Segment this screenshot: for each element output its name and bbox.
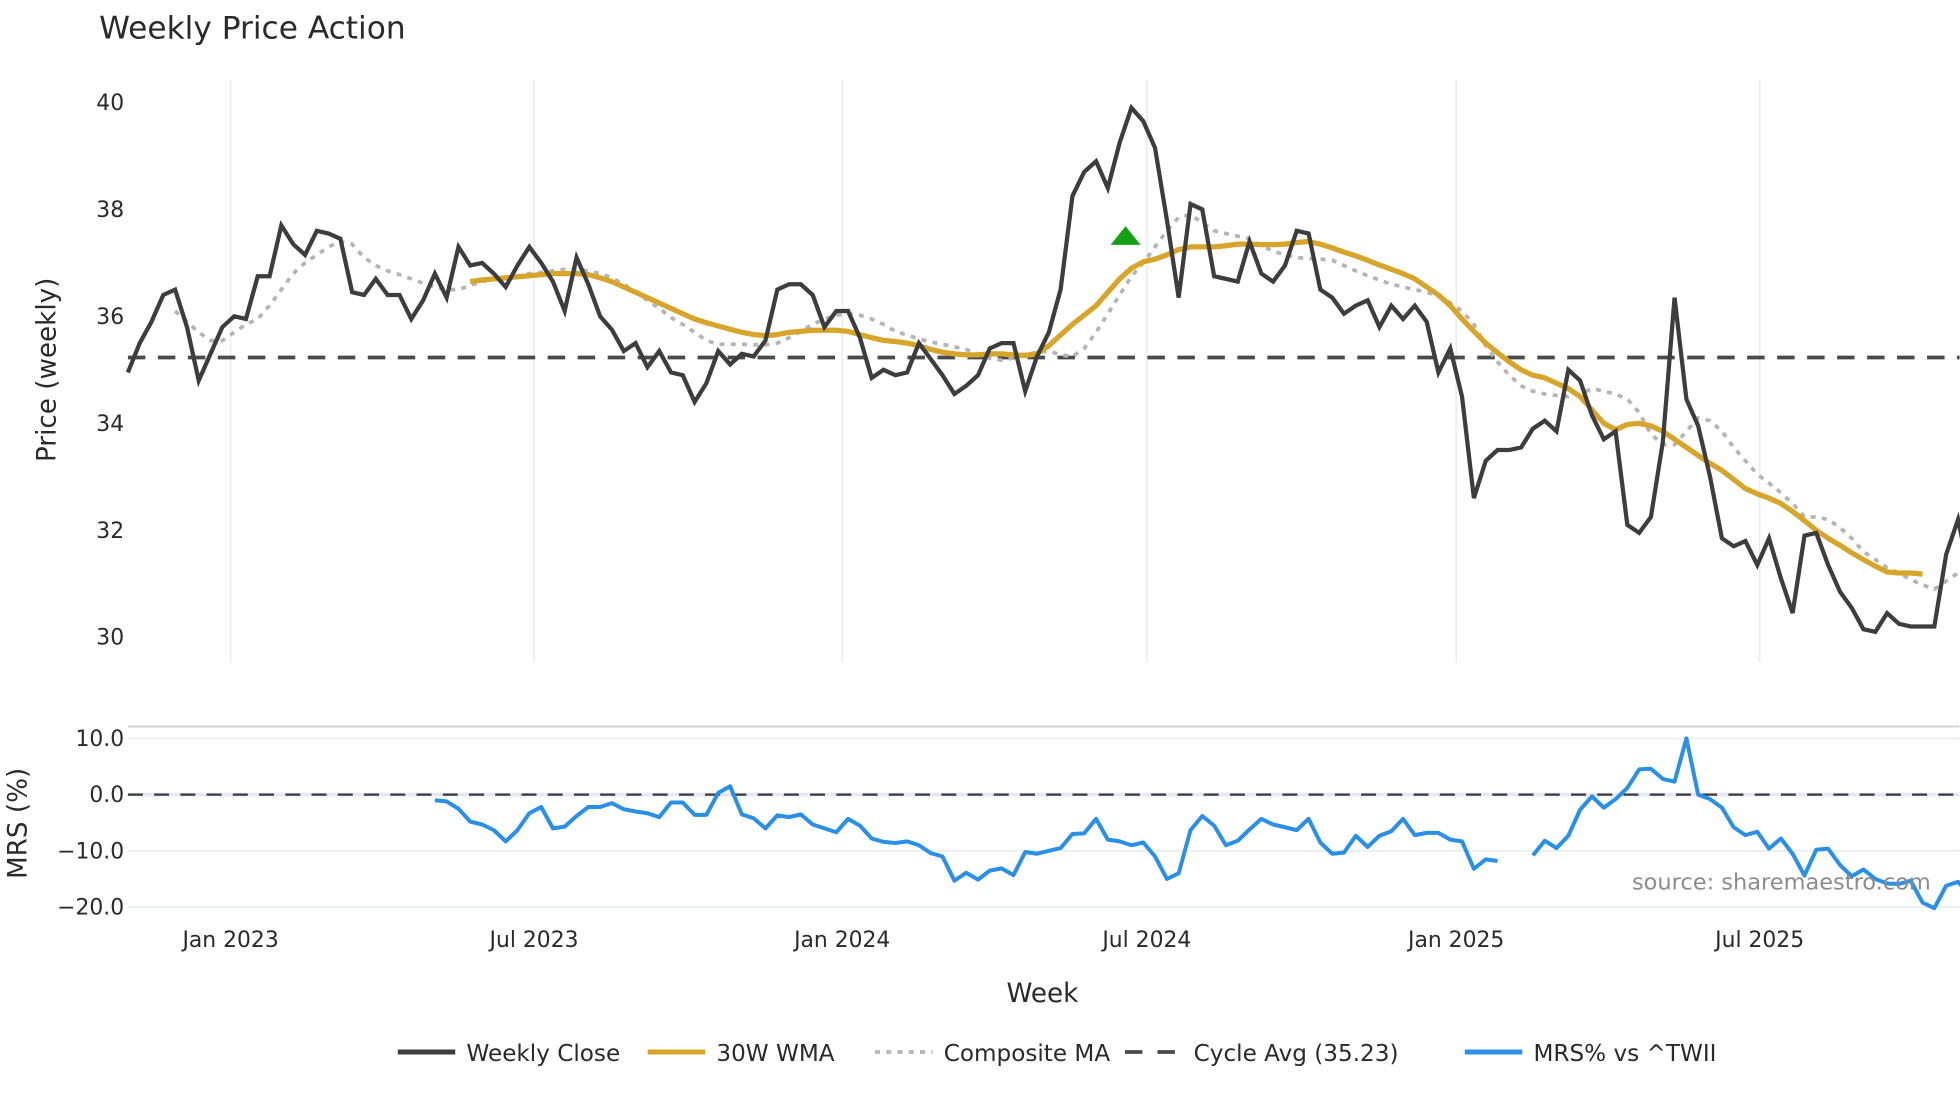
source-watermark: source: sharemaestro.com bbox=[1632, 870, 1931, 896]
chart-title: Weekly Price Action bbox=[99, 11, 405, 47]
legend-item[interactable]: MRS% vs ^TWII bbox=[1464, 1041, 1717, 1067]
x-tick-label: Jul 2024 bbox=[1100, 928, 1191, 953]
x-tick-label: Jan 2023 bbox=[180, 928, 278, 953]
mrs-y-tick-labels: 10.0 0.0 −10.0 −20.0 bbox=[57, 727, 124, 921]
x-tick-label: Jul 2023 bbox=[488, 928, 579, 953]
x-axis-tick-labels: Jan 2023 Jul 2023 Jan 2024 Jul 2024 Jan 2025… bbox=[180, 928, 1804, 953]
wma-30w-line bbox=[469, 238, 1923, 577]
mrs-y-tick: 0.0 bbox=[89, 783, 124, 808]
buy-signal-triangle-icon bbox=[1110, 226, 1141, 245]
price-y-axis-label: Price (weekly) bbox=[32, 278, 62, 462]
price-y-tick: 40 bbox=[96, 91, 124, 116]
price-y-tick: 30 bbox=[96, 626, 124, 651]
legend: Weekly Close 30W WMA Composite MA Cycle Avg… bbox=[397, 1041, 1717, 1067]
x-tick-label: Jul 2025 bbox=[1713, 928, 1804, 953]
price-y-tick: 38 bbox=[96, 198, 124, 223]
mrs-y-tick: −20.0 bbox=[57, 896, 124, 921]
composite-ma-line bbox=[173, 212, 1960, 592]
mrs-line bbox=[434, 736, 1960, 911]
legend-label: MRS% vs ^TWII bbox=[1533, 1041, 1716, 1067]
legend-label: Composite MA bbox=[944, 1041, 1111, 1067]
price-vertical-gridlines bbox=[229, 79, 1761, 663]
x-tick-label: Jan 2025 bbox=[1406, 928, 1504, 953]
legend-label: 30W WMA bbox=[716, 1041, 834, 1067]
mrs-y-tick: −10.0 bbox=[57, 839, 124, 864]
mrs-y-axis-label: MRS (%) bbox=[4, 768, 34, 879]
legend-label: Weekly Close bbox=[466, 1041, 620, 1067]
legend-item[interactable]: Weekly Close bbox=[397, 1041, 620, 1067]
price-y-tick-labels: 40 38 36 34 32 30 bbox=[96, 91, 124, 651]
legend-item[interactable]: Composite MA bbox=[875, 1041, 1110, 1067]
legend-item[interactable]: 30W WMA bbox=[647, 1041, 835, 1067]
x-axis-label: Week bbox=[1007, 979, 1080, 1009]
price-y-tick: 32 bbox=[96, 519, 124, 544]
legend-label: Cycle Avg (35.23) bbox=[1194, 1041, 1399, 1067]
mrs-line-segment bbox=[1531, 736, 1960, 911]
x-tick-label: Jan 2024 bbox=[792, 928, 890, 953]
price-y-tick: 36 bbox=[96, 305, 124, 330]
mrs-y-tick: 10.0 bbox=[75, 727, 124, 752]
weekly-close-line bbox=[125, 103, 1960, 635]
mrs-line-segment bbox=[434, 784, 1498, 883]
legend-item[interactable]: Cycle Avg (35.23) bbox=[1124, 1041, 1399, 1067]
price-y-tick: 34 bbox=[96, 412, 124, 437]
